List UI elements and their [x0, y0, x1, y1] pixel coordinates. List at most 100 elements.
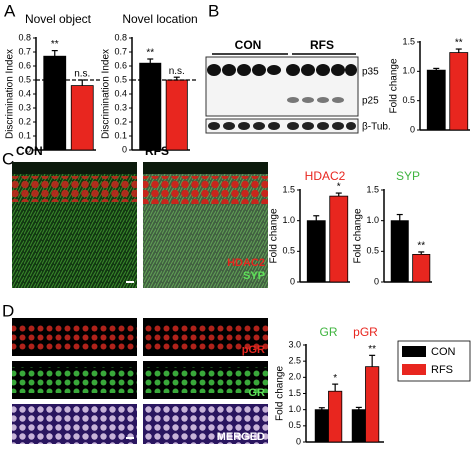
bar: [328, 390, 343, 443]
y-tick-label: 0.4: [18, 88, 31, 98]
bar: [426, 69, 446, 131]
y-tick-label: 0.7: [114, 46, 127, 56]
panel-letter: C: [2, 149, 14, 168]
bar: [70, 85, 94, 151]
stain-label: pGR: [242, 344, 265, 356]
bar: [365, 366, 380, 443]
y-tick-label: 1.0: [282, 215, 295, 225]
blot-group-label: CON: [235, 38, 262, 52]
image: [143, 324, 268, 350]
y-tick-label: 1.0: [288, 404, 301, 414]
image: [12, 324, 137, 350]
significance: **: [455, 38, 463, 49]
bar: [449, 52, 469, 131]
chart-title: SYP: [396, 169, 420, 183]
panel-letter: B: [208, 1, 219, 20]
y-tick-label: 1.5: [282, 184, 295, 194]
significance: n.s.: [169, 66, 185, 77]
significance: **: [417, 241, 425, 252]
micrograph-c: CON RFS HDAC2 SYP: [12, 144, 268, 288]
image-region: [12, 162, 137, 174]
y-tick-label: 0.3: [114, 102, 127, 112]
image: [143, 404, 268, 444]
image: [12, 367, 137, 393]
y-axis-label: Fold change: [353, 208, 364, 263]
bar: [412, 253, 431, 283]
y-tick-label: 1.0: [402, 66, 415, 76]
y-axis-label: Discrimination Index: [5, 49, 16, 139]
legend-label: RFS: [431, 364, 453, 376]
y-axis-label: Fold change: [275, 366, 286, 421]
y-tick-label: 0.1: [114, 130, 127, 140]
y-tick-label: 0.6: [18, 60, 31, 70]
bar: [329, 195, 349, 283]
y-tick-label: 0.1: [18, 130, 31, 140]
y-tick-label: 0.5: [18, 74, 31, 84]
blot-group-label: RFS: [310, 38, 334, 52]
y-tick-label: 0.4: [114, 88, 127, 98]
western-blot: CON RFS p35 p25 β-Tub.: [205, 38, 391, 134]
legend-swatch: [402, 364, 426, 375]
stain-label: MERGED: [217, 431, 265, 443]
y-tick-label: 0.5: [288, 420, 301, 430]
stain-label: GR: [249, 387, 266, 399]
legend-label: CON: [431, 346, 456, 358]
bar: [390, 220, 409, 283]
y-tick-label: 0.5: [402, 95, 415, 105]
significance: n.s.: [74, 69, 90, 80]
band-label: β-Tub.: [362, 122, 391, 133]
p35-bands: [207, 64, 357, 76]
significance: **: [368, 344, 376, 355]
bar: [165, 79, 188, 151]
y-tick-label: 1.5: [402, 36, 415, 46]
y-axis-label: Fold change: [389, 58, 400, 113]
bar: [139, 62, 162, 151]
bar: [314, 409, 329, 443]
y-tick-label: 0.6: [114, 60, 127, 70]
category-label: GR: [320, 325, 338, 339]
image: [143, 367, 268, 393]
significance: *: [333, 373, 337, 384]
y-tick-label: 3.0: [288, 339, 301, 349]
band-label: p25: [362, 96, 379, 107]
significance: *: [337, 182, 341, 193]
micrograph-d: pGR GR MERGED: [12, 318, 268, 444]
p25-bands: [287, 97, 344, 103]
legend-swatch: [402, 346, 426, 357]
significance: **: [146, 48, 154, 59]
panel-letter: A: [4, 1, 16, 20]
y-tick-label: 0.2: [114, 116, 127, 126]
image: [12, 404, 137, 444]
chart-title: Novel location: [122, 12, 197, 26]
stain-label: SYP: [243, 270, 265, 282]
chart-title: HDAC2: [305, 169, 346, 183]
cell-layer: [12, 176, 137, 202]
y-tick-label: 0.3: [18, 102, 31, 112]
chart-title: Novel object: [25, 12, 92, 26]
y-axis-label: Discrimination Index: [101, 49, 112, 139]
band-label: p35: [362, 67, 379, 78]
panel-letter: D: [2, 301, 14, 320]
y-tick-label: 0.5: [114, 74, 127, 84]
y-tick-label: 0.5: [366, 246, 379, 256]
y-tick-label: 0: [374, 276, 379, 286]
y-tick-label: 0.2: [18, 116, 31, 126]
tubulin-bands: [208, 122, 356, 130]
stain-label: HDAC2: [227, 257, 265, 269]
y-axis-label: Fold change: [269, 208, 280, 263]
y-tick-label: 0: [122, 144, 127, 154]
bar: [43, 55, 67, 151]
y-tick-label: 0.5: [282, 246, 295, 256]
bar: [351, 409, 366, 443]
bar: [306, 220, 326, 283]
y-tick-label: 0: [26, 144, 31, 154]
significance: **: [51, 39, 59, 50]
y-tick-label: 1.5: [366, 184, 379, 194]
y-tick-label: 0: [296, 436, 301, 446]
y-tick-label: 0.8: [114, 32, 127, 42]
y-tick-label: 0.8: [18, 32, 31, 42]
cell-layer: [143, 176, 268, 204]
y-tick-label: 1.0: [366, 215, 379, 225]
image-region: [143, 162, 268, 174]
